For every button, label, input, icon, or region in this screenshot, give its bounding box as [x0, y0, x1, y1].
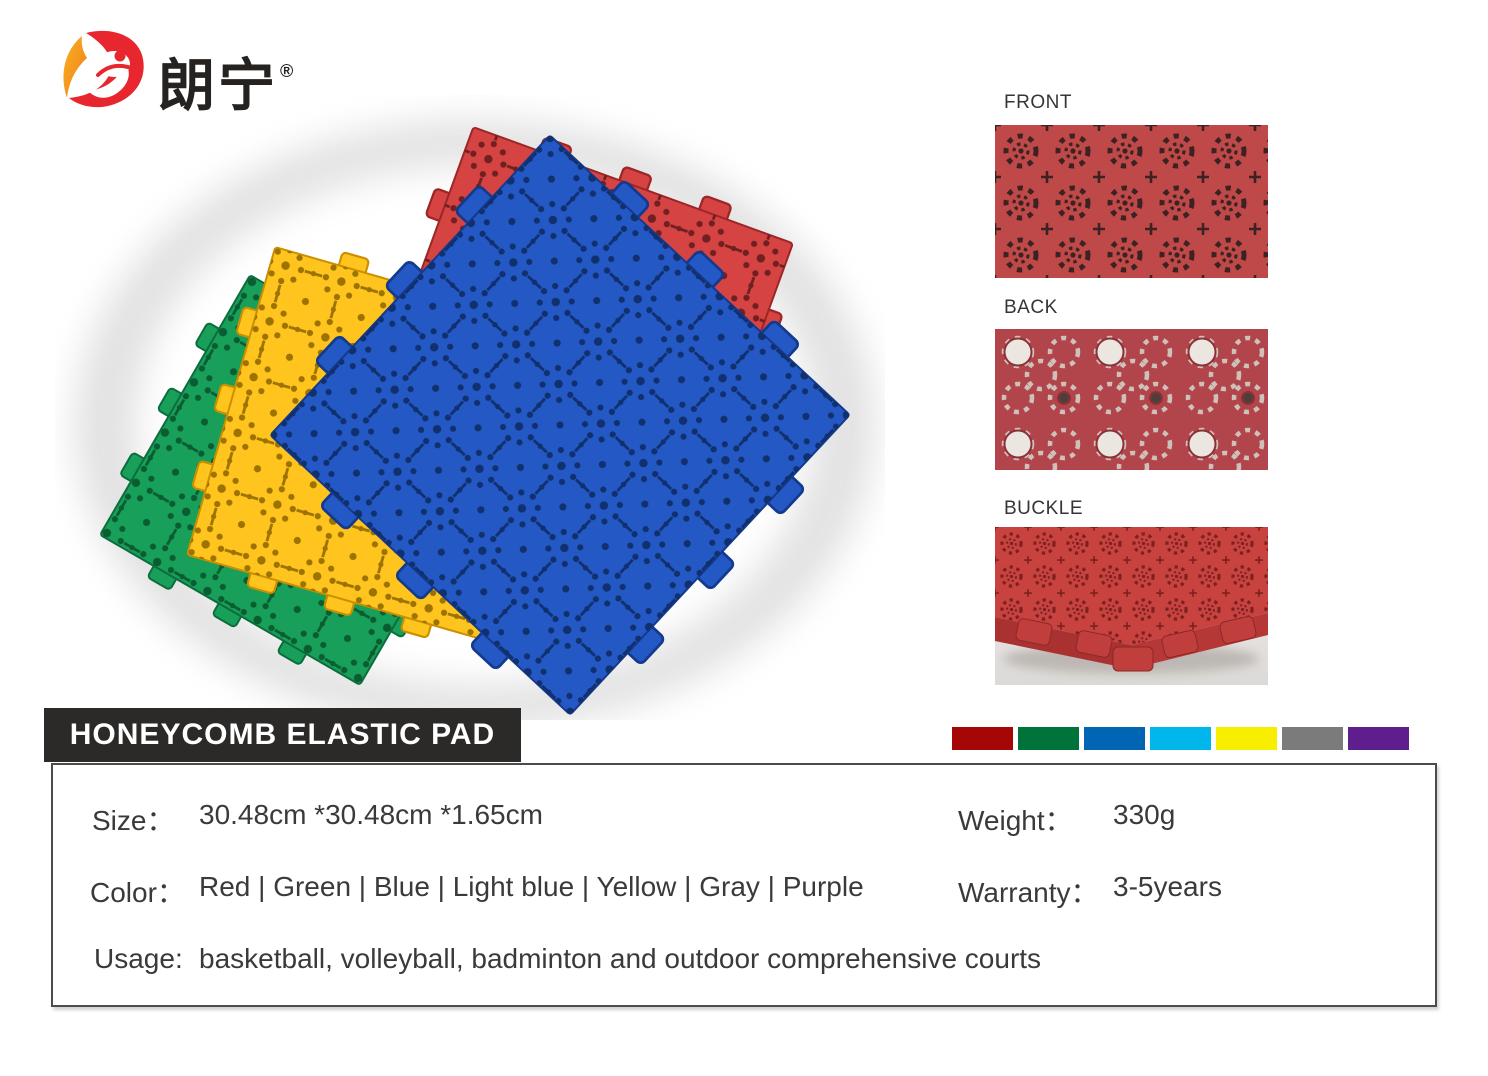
back-label: BACK — [1004, 297, 1058, 318]
front-image — [995, 125, 1268, 278]
weight-value: 330g — [1113, 799, 1176, 830]
swatch-red — [952, 727, 1013, 750]
flame-logo-icon — [63, 30, 144, 108]
swatch-green — [1018, 727, 1079, 750]
swatch-light-blue — [1150, 727, 1211, 750]
color-value: Red | Green | Blue | Light blue | Yellow… — [199, 871, 864, 902]
buckle-image — [995, 527, 1268, 685]
buckle-label: BUCKLE — [1004, 498, 1084, 519]
usage-label: Usage: — [94, 943, 183, 974]
front-label: FRONT — [1004, 92, 1072, 113]
buckle-tabs — [1015, 615, 1257, 672]
spec-box: Size： 30.48cm *30.48cm *1.65cm Weight： 3… — [51, 763, 1437, 1007]
warranty-label: Warranty： — [958, 877, 1099, 908]
color-label: Color： — [90, 877, 185, 908]
product-title-banner: HONEYCOMB ELASTIC PAD — [44, 708, 521, 762]
tile-blue — [243, 108, 877, 720]
size-value: 30.48cm *30.48cm *1.65cm — [199, 799, 543, 830]
swatch-gray — [1282, 727, 1343, 750]
brand-name: 朗宁 ® — [158, 54, 297, 118]
back-image — [995, 329, 1268, 470]
usage-value: basketball, volleyball, badminton and ou… — [199, 943, 1042, 974]
swatch-yellow — [1216, 727, 1277, 750]
registered-mark: ® — [280, 61, 297, 81]
color-swatch-row — [952, 727, 1409, 750]
swatch-purple — [1348, 727, 1409, 750]
brand-logo: 朗宁 ® — [56, 28, 296, 129]
size-label: Size： — [92, 805, 175, 836]
swatch-blue — [1084, 727, 1145, 750]
warranty-value: 3-5years — [1113, 871, 1222, 902]
weight-label: Weight： — [958, 805, 1073, 836]
hero-product-image — [75, 107, 877, 720]
